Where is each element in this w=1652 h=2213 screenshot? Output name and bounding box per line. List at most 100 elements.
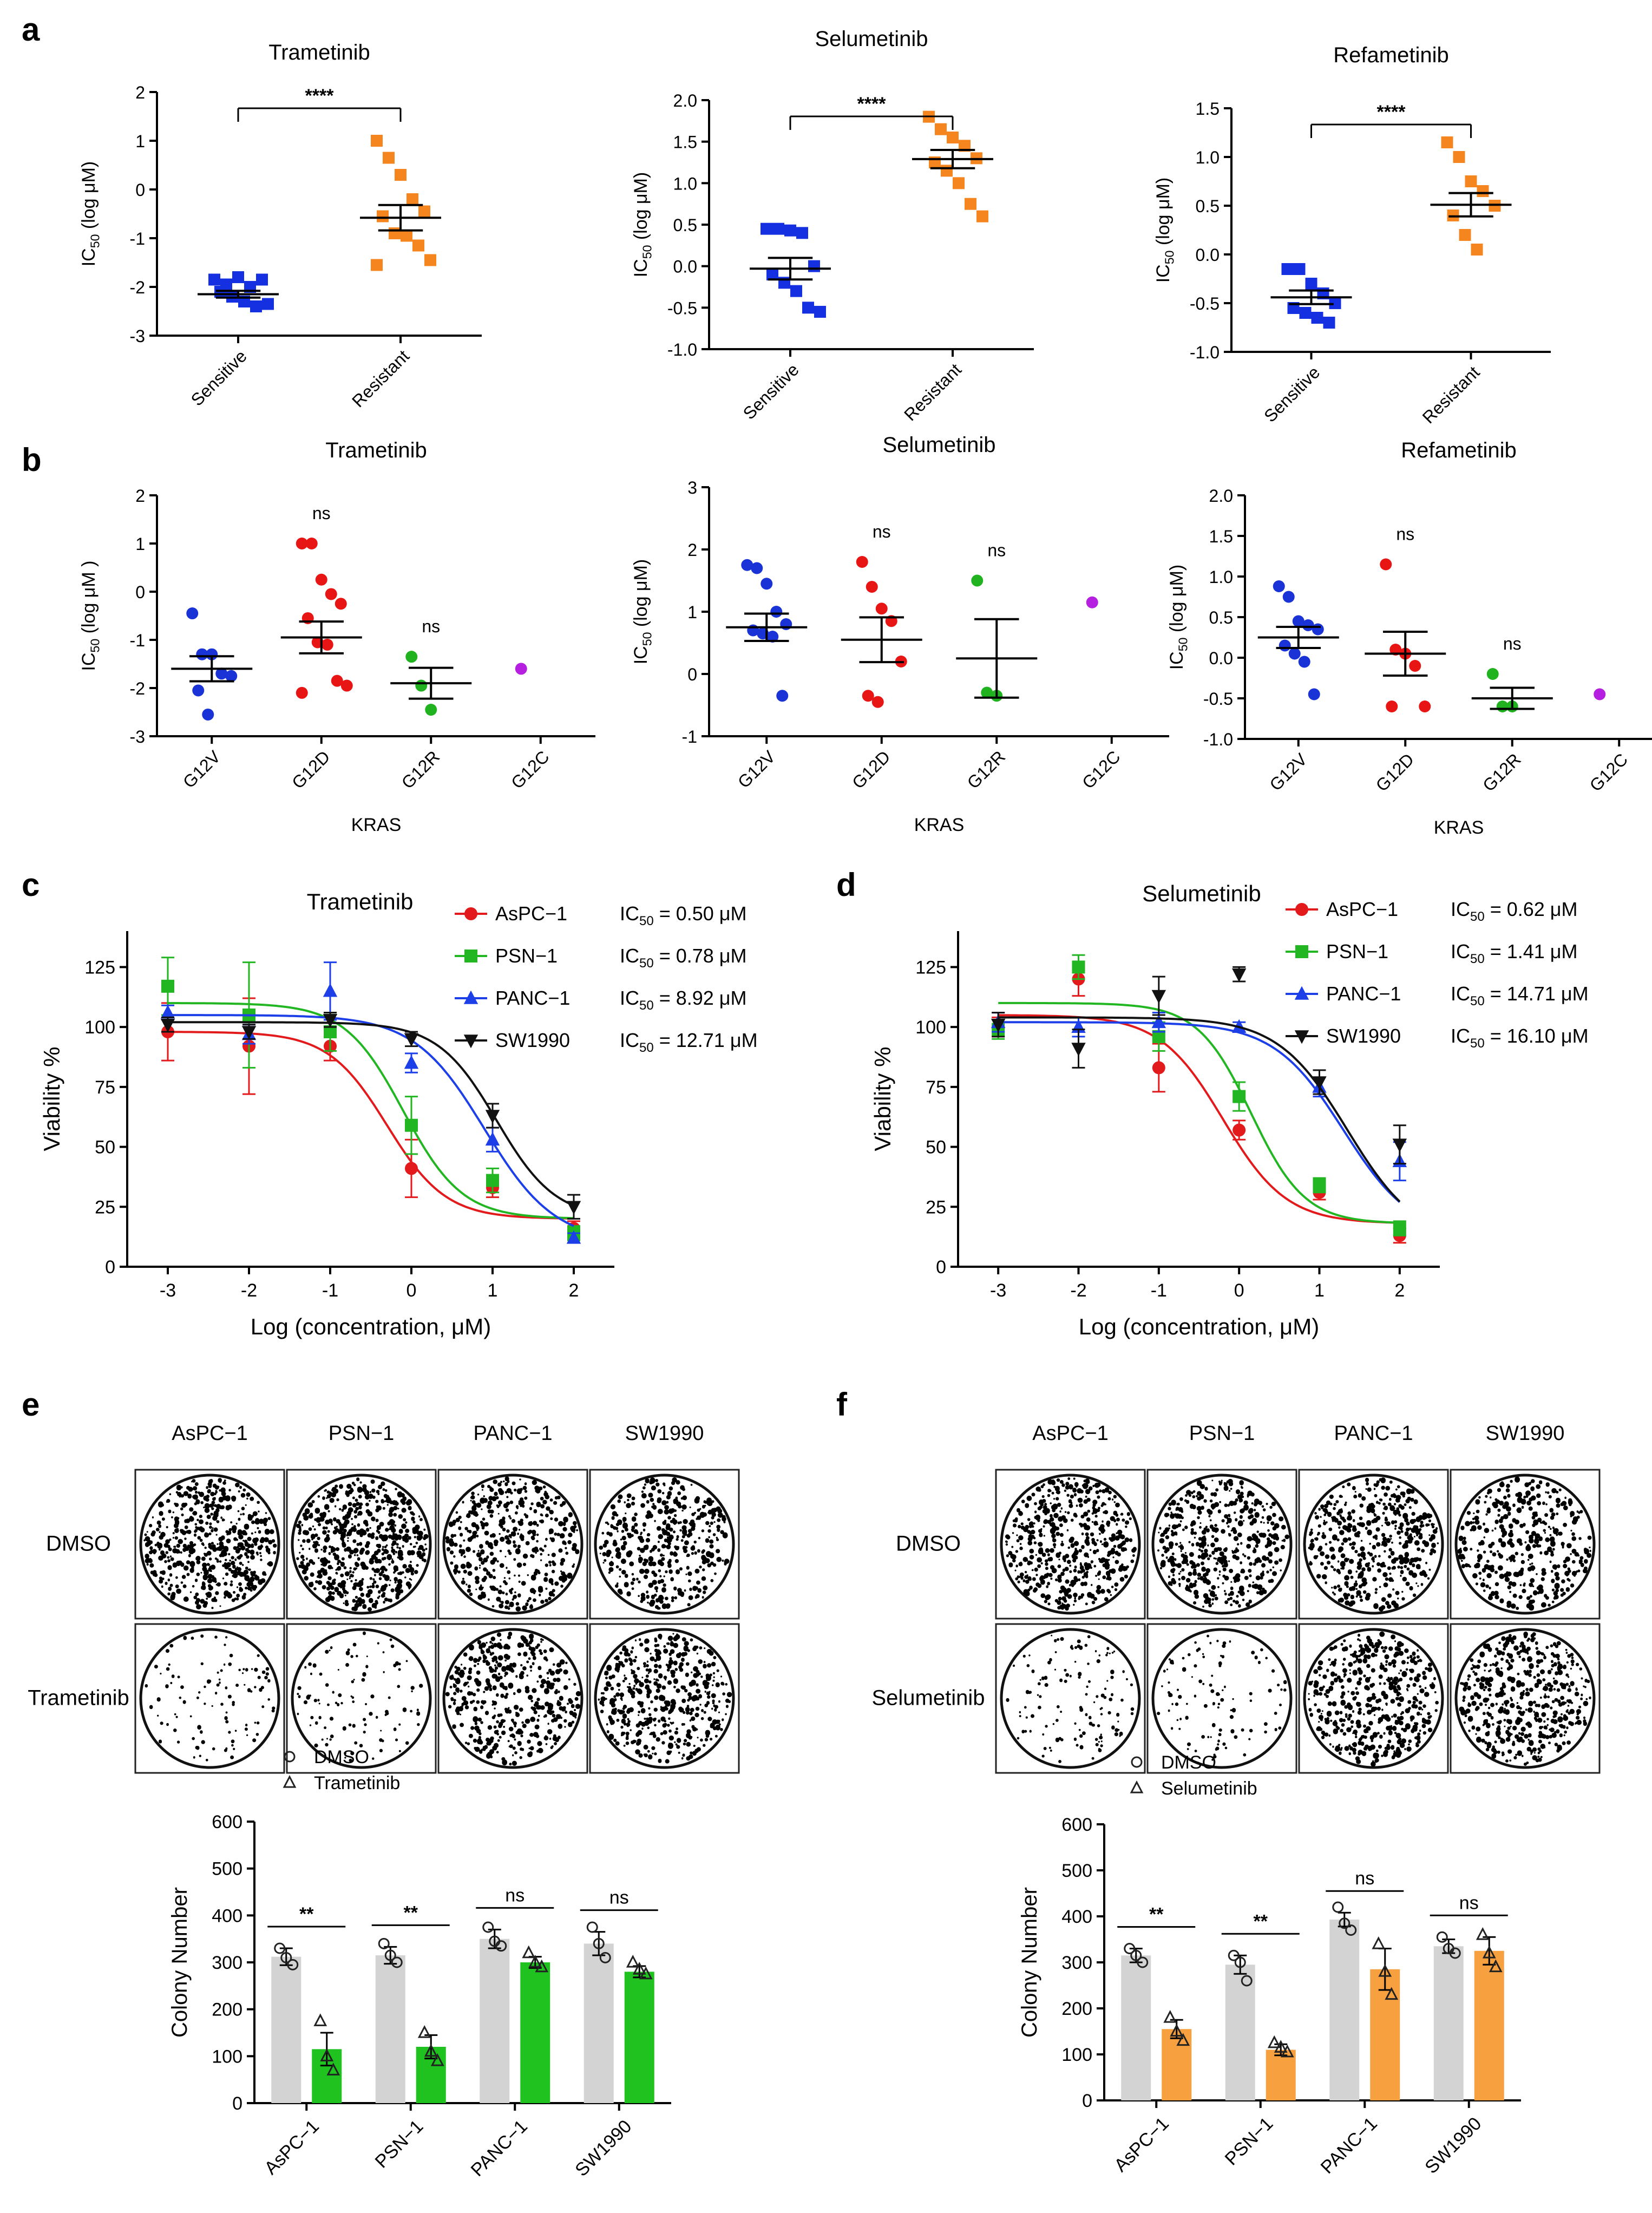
replicate-point xyxy=(1372,1936,1386,1949)
y-axis-label: Colony Number xyxy=(168,1887,192,2038)
y-tick-label: 1.5 xyxy=(673,133,697,152)
y-tick-label: 0.0 xyxy=(1196,245,1220,265)
data-point-g12r xyxy=(1486,668,1499,680)
y-tick-label: 50 xyxy=(926,1137,946,1158)
x-tick-label: -2 xyxy=(1070,1280,1086,1301)
series-SW1990: SW1990 IC50 = 12.71 μM xyxy=(160,1012,758,1220)
replicate-point xyxy=(1170,2024,1184,2037)
x-tick-label: G12D xyxy=(848,747,894,793)
y-tick-label: 0.5 xyxy=(1196,197,1220,216)
colony-plates-f: AsPC−1 PSN−1 PANC−1 SW1990 DMSO Selumetinib xyxy=(871,1422,1601,1774)
data-point-g12v xyxy=(1273,580,1285,592)
x-axis-label: KRAS xyxy=(351,815,402,835)
legend-ic50: IC50 = 16.10 μM xyxy=(1451,1025,1589,1051)
data-point-sensitive xyxy=(232,271,244,283)
data-point xyxy=(1151,990,1166,1004)
data-point-g12v xyxy=(225,670,238,682)
legend-label: PSN−1 xyxy=(495,945,558,967)
legend-marker xyxy=(464,950,477,963)
cell-line-label: PANC−1 xyxy=(473,1422,552,1445)
data-point xyxy=(1233,1090,1246,1103)
data-point-resistant xyxy=(407,193,418,205)
data-point-g12v xyxy=(1308,688,1320,700)
y-axis-label: Viability % xyxy=(39,1047,64,1151)
x-tick-label: Sensitive xyxy=(1260,362,1323,425)
data-point-g12d xyxy=(340,679,353,692)
data-point xyxy=(405,1162,418,1175)
legend-label: PANC−1 xyxy=(495,987,570,1009)
y-tick-label: 400 xyxy=(1061,1907,1092,1927)
colonies xyxy=(1459,1632,1591,1766)
x-tick-label: G12C xyxy=(1586,749,1632,795)
data-point-g12d xyxy=(305,538,318,549)
data-point-sensitive xyxy=(802,302,814,314)
data-point-g12d xyxy=(1386,700,1398,712)
y-tick-label: 2 xyxy=(687,540,697,560)
replicate-point xyxy=(280,1952,292,1963)
y-tick-label: 500 xyxy=(212,1859,242,1880)
significance-label: ns xyxy=(609,1888,629,1908)
data-point-g12v xyxy=(751,562,763,574)
chart-title: Refametinib xyxy=(1401,438,1516,462)
data-point-resistant xyxy=(947,132,959,143)
x-axis-label: Log (concentration, μM) xyxy=(1079,1314,1319,1339)
data-point-resistant xyxy=(418,205,430,218)
chart-title: Trametinib xyxy=(268,41,370,64)
replicate-point xyxy=(1476,1927,1490,1940)
replicate-point xyxy=(424,2044,438,2057)
data-point xyxy=(1393,1222,1406,1235)
y-tick-label: -3 xyxy=(130,727,145,747)
x-axis-label: KRAS xyxy=(914,815,965,835)
scatter-plot-a-refametinib: Refametinib -1.0 -0.5 0.0 0.5 1.0 1.5 IC50 (log… xyxy=(1153,43,1551,427)
data-point-g12d xyxy=(862,690,874,702)
y-tick-label: -1.0 xyxy=(1190,343,1220,362)
panel-letter-c: c xyxy=(22,867,40,903)
x-tick-label: G12R xyxy=(1479,749,1525,795)
y-tick-label: 125 xyxy=(915,957,946,978)
bar-dmso xyxy=(1433,1946,1464,2100)
plate-PSN−1-DMSO xyxy=(1146,1469,1297,1620)
x-tick-label: PSN−1 xyxy=(1221,2113,1277,2170)
fit-curve xyxy=(168,1031,574,1220)
data-point-g12v xyxy=(1292,615,1304,627)
legend-marker xyxy=(463,990,478,1004)
x-tick-label: Sensitive xyxy=(739,359,803,423)
data-point-g12c xyxy=(1086,596,1098,608)
colonies xyxy=(1005,1477,1137,1611)
y-tick-label: 200 xyxy=(212,2000,242,2020)
legend-marker xyxy=(1294,986,1309,1000)
data-point-sensitive xyxy=(1329,297,1341,309)
plate-PSN−1-Selumetinib xyxy=(1146,1623,1297,1774)
replicate-point xyxy=(1241,1975,1253,1987)
x-tick-label: G12C xyxy=(507,747,553,793)
x-tick-label: AsPC−1 xyxy=(260,2116,323,2179)
x-tick-label: G12V xyxy=(734,747,779,792)
series-PSN−1: PSN−1 IC50 = 0.78 μM xyxy=(161,945,747,1241)
cell-line-label: AsPC−1 xyxy=(1032,1422,1108,1445)
x-tick-label: Resistant xyxy=(900,359,965,424)
legend-label: PSN−1 xyxy=(1326,940,1388,963)
significance-label: ns xyxy=(312,503,331,523)
legend-label: PANC−1 xyxy=(1326,983,1401,1005)
plate-SW1990-Selumetinib xyxy=(1450,1623,1601,1774)
data-point-g12v xyxy=(202,708,214,721)
y-tick-label: 100 xyxy=(915,1017,946,1038)
data-point xyxy=(566,1230,581,1244)
replicate-point xyxy=(1385,1987,1399,2000)
data-point-sensitive xyxy=(1299,307,1312,319)
y-tick-label: 75 xyxy=(95,1077,115,1098)
legend-label: AsPC−1 xyxy=(1326,898,1398,920)
chart-title: Trametinib xyxy=(325,438,427,462)
x-axis-label: KRAS xyxy=(1434,817,1484,838)
x-tick-label: G12D xyxy=(1372,749,1418,795)
x-tick-label: G12V xyxy=(1266,749,1311,795)
plate-AsPC−1-Selumetinib xyxy=(995,1623,1146,1774)
replicate-point xyxy=(1339,1917,1351,1929)
replicate-point xyxy=(1482,1945,1496,1959)
series-AsPC−1: AsPC−1 IC50 = 0.50 μM xyxy=(161,902,747,1236)
plate-SW1990-DMSO xyxy=(589,1469,740,1620)
data-point xyxy=(241,1026,257,1040)
y-tick-label: -2 xyxy=(130,278,145,297)
y-tick-label: 1.0 xyxy=(673,174,697,193)
